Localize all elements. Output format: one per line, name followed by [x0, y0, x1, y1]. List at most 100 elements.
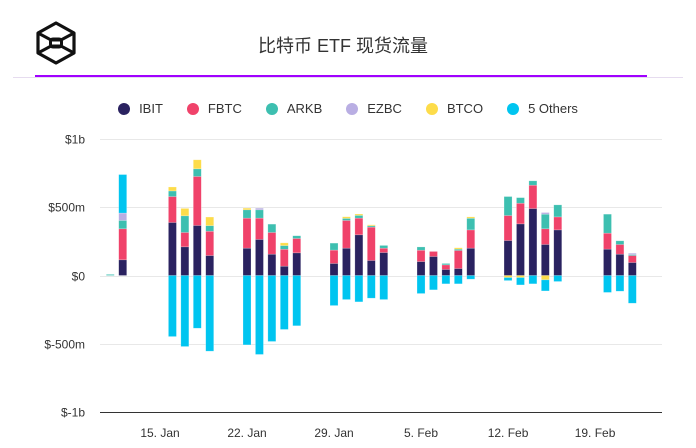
bar-segment-btco — [192, 159, 202, 170]
legend-dot — [507, 102, 520, 115]
bar-segment-btco — [242, 207, 252, 211]
bar-segment-ibit — [603, 248, 612, 276]
bar-segment-ibit — [279, 265, 289, 276]
bar-segment-ibit — [168, 222, 177, 276]
bar-segment-btco — [454, 247, 463, 250]
bar-segment-arkb — [279, 245, 289, 250]
bar-segment-ibit — [615, 253, 625, 276]
bar-segment-fbtc — [180, 232, 190, 248]
bar-segment-5-others — [441, 275, 451, 285]
bar-segment-btco — [279, 242, 289, 246]
bar-segment-5-others — [192, 275, 202, 329]
bar-segment-5-others — [255, 275, 264, 355]
legend-dot — [346, 102, 359, 115]
legend-item-ibit[interactable]: IBIT — [118, 101, 163, 116]
bar-segment-ibit — [441, 269, 451, 276]
bar-segment-5-others — [615, 275, 625, 292]
bar-segment-ibit — [329, 263, 339, 276]
bar-segment-arkb — [205, 225, 215, 232]
bar-segment-fbtc — [416, 249, 426, 262]
bar-segment-arkb — [615, 240, 625, 245]
bar-segment-fbtc — [603, 232, 612, 250]
x-tick-label: 22. Jan — [227, 426, 266, 440]
bar-segment-ibit — [267, 253, 277, 276]
bar-segment-5-others — [292, 275, 302, 327]
bar-segment-fbtc — [628, 255, 637, 263]
bar-segment-5-others — [416, 275, 426, 294]
x-tick-label: 15. Jan — [140, 426, 179, 440]
bar-segment-5-others — [242, 275, 252, 346]
bar-segment-ibit — [416, 261, 426, 276]
bar-segment-arkb — [603, 213, 612, 234]
bar-segment-btco — [342, 216, 351, 219]
bar-segment-arkb — [180, 215, 190, 233]
bar-segment-ezbc — [118, 212, 128, 221]
x-tick-label: 5. Feb — [404, 426, 438, 440]
bar-segment-fbtc — [192, 176, 202, 226]
bar-segment-ibit — [454, 268, 463, 276]
bar-segment-btco — [466, 216, 476, 219]
bar-segment-arkb — [528, 180, 538, 186]
bar-segment-ibit — [429, 256, 438, 276]
legend-label: IBIT — [139, 101, 163, 116]
bar-segment-btco — [354, 213, 364, 216]
legend-label: EZBC — [367, 101, 402, 116]
bar-segment-ibit — [628, 262, 637, 276]
legend-item-ezbc[interactable]: EZBC — [346, 101, 402, 116]
bar-segment-arkb — [553, 204, 563, 218]
bar-segment-arkb — [503, 196, 513, 216]
legend-dot — [265, 102, 278, 115]
bar-segment-ibit — [180, 246, 190, 276]
bar-segment-arkb — [516, 197, 525, 204]
bar-segment-5-others — [180, 275, 190, 347]
bar-segment-5-others — [541, 279, 550, 292]
bar-segment-arkb — [168, 190, 177, 197]
bar-segment-5-others — [168, 275, 177, 337]
bar-segment-5-others — [516, 277, 525, 286]
bar-segment-fbtc — [541, 228, 550, 245]
bar-segment-5-others — [429, 275, 438, 291]
legend-item-others[interactable]: 5 Others — [507, 101, 578, 116]
x-tick-label: 19. Feb — [575, 426, 616, 440]
bar-segment-fbtc — [342, 220, 351, 249]
bar-segment-fbtc — [267, 232, 277, 255]
bar-segment-arkb — [242, 209, 252, 219]
legend-item-arkb[interactable]: ARKB — [265, 101, 322, 116]
bar-segment-arkb — [466, 217, 476, 231]
bar-segment-arkb — [267, 223, 277, 233]
bar-segment-ibit — [292, 252, 302, 276]
bar-segment-arkb — [354, 215, 364, 219]
bar-segment-arkb — [441, 263, 451, 266]
bar-segment-ibit — [354, 234, 364, 276]
legend-label: 5 Others — [528, 101, 578, 116]
bar-segment-5-others — [379, 275, 389, 300]
bar-segment-fbtc — [429, 251, 438, 257]
bar-segment-ibit — [367, 260, 376, 276]
bar-segment-fbtc — [205, 230, 215, 256]
bar-segment-btco — [205, 216, 215, 226]
bar-segment-5-others — [354, 275, 364, 303]
y-tick-label: $-1b — [61, 406, 85, 420]
bar-segment-btco — [516, 275, 525, 278]
bar-segment-fbtc — [242, 217, 252, 249]
bar-segment-arkb — [379, 245, 389, 249]
bar-segment-5-others — [503, 277, 513, 281]
bar-segment-5-others — [279, 275, 289, 330]
x-tick-label: 29. Jan — [314, 426, 353, 440]
bar-segment-fbtc — [279, 248, 289, 267]
bar-segment-fbtc — [379, 247, 389, 253]
bar-segment-fbtc — [168, 196, 177, 223]
bar-segment-fbtc — [367, 226, 376, 261]
bar-segment-ezbc — [628, 252, 637, 255]
bar-segment-5-others — [205, 275, 215, 352]
bar-segment-fbtc — [466, 229, 476, 249]
bar-segment-5-others — [603, 275, 612, 293]
header-accent-line — [35, 75, 647, 77]
bar-segment-btco — [180, 208, 190, 217]
bar-segment-arkb — [342, 218, 351, 221]
bar-segment-ibit — [516, 223, 525, 276]
legend-item-btco[interactable]: BTCO — [425, 101, 483, 116]
legend-item-fbtc[interactable]: FBTC — [186, 101, 242, 116]
legend-dot — [118, 102, 131, 115]
